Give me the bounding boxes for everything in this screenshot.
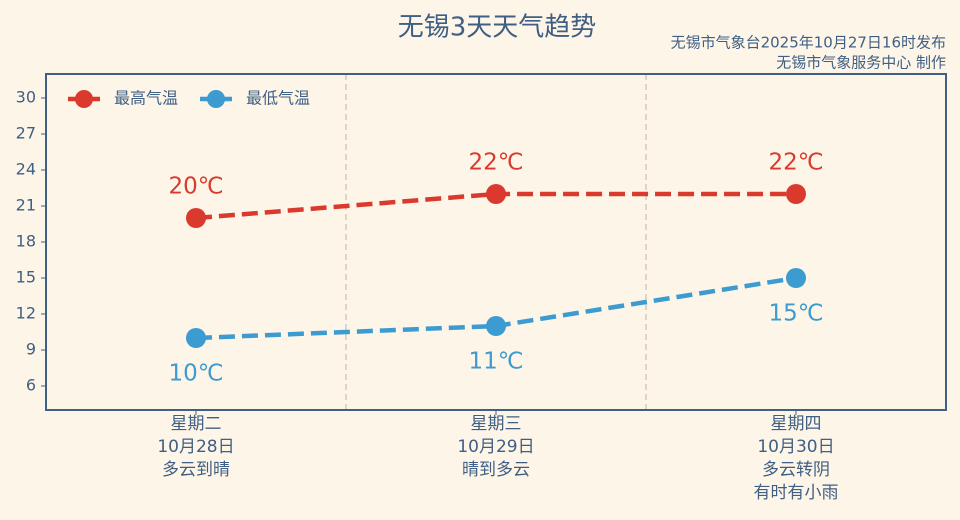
y-tick-label: 12 [16,304,36,323]
x-tick-label: 星期三 [471,414,522,434]
marker [486,184,506,204]
legend-marker [207,90,226,108]
marker [486,316,506,336]
marker [786,268,806,288]
plot-frame [45,73,947,411]
y-tick-label: 30 [16,88,36,107]
x-tick-label: 星期四 [771,414,822,434]
y-tick-label: 24 [16,160,36,179]
marker [786,184,806,204]
y-tick-label: 6 [26,376,36,395]
x-tick-label: 多云到晴 [162,460,230,480]
legend-label: 最高气温 [114,89,178,108]
data-label: 22℃ [468,150,523,176]
x-tick-label: 10月28日 [157,437,234,457]
data-label: 15℃ [768,301,823,327]
data-label: 11℃ [468,349,523,375]
marker [186,328,206,348]
x-tick-label: 有时有小雨 [754,483,839,503]
chart-title: 无锡3天天气趋势 [398,13,597,43]
y-tick-label: 18 [16,232,36,251]
x-tick-label: 10月29日 [457,437,534,457]
x-tick-label: 晴到多云 [462,460,530,480]
marker [186,208,206,228]
source-line: 无锡市气象服务中心 制作 [776,54,946,72]
source-line: 无锡市气象台2025年10月27日16时发布 [671,34,946,52]
data-label: 22℃ [768,150,823,176]
x-tick-label: 多云转阴 [762,460,830,480]
data-label: 20℃ [168,174,223,200]
y-tick-label: 27 [16,124,36,143]
data-label: 10℃ [168,361,223,387]
x-tick-label: 星期二 [171,414,222,434]
y-tick-label: 15 [16,268,36,287]
x-tick-label: 10月30日 [757,437,834,457]
legend-label: 最低气温 [246,89,310,108]
y-tick-label: 9 [26,340,36,359]
legend-marker [75,90,93,108]
y-tick-label: 21 [16,196,36,215]
